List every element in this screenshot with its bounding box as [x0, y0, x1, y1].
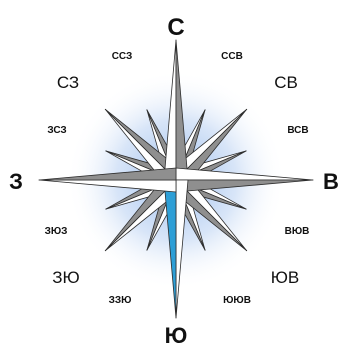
label-ssw: ЗЗЮ: [109, 295, 132, 306]
label-north: С: [167, 14, 184, 41]
label-southeast: ЮВ: [271, 268, 300, 287]
label-nne: ССВ: [221, 51, 243, 62]
label-west: З: [9, 169, 23, 194]
rose-points: [38, 39, 314, 319]
label-east: В: [323, 169, 339, 194]
label-ese: ВЮВ: [285, 226, 310, 237]
label-northeast: СВ: [274, 73, 298, 92]
point-w-dark-face: [38, 167, 177, 181]
label-wsw: ЗЮЗ: [45, 226, 68, 237]
label-southwest: ЗЮ: [52, 268, 79, 287]
label-sse: ЮЮВ: [223, 295, 251, 306]
label-south: Ю: [165, 323, 188, 348]
label-wnw: ЗСЗ: [47, 125, 66, 136]
label-northwest: СЗ: [57, 73, 79, 92]
label-nnw: ССЗ: [112, 51, 133, 62]
label-ene: ВСВ: [287, 125, 308, 136]
